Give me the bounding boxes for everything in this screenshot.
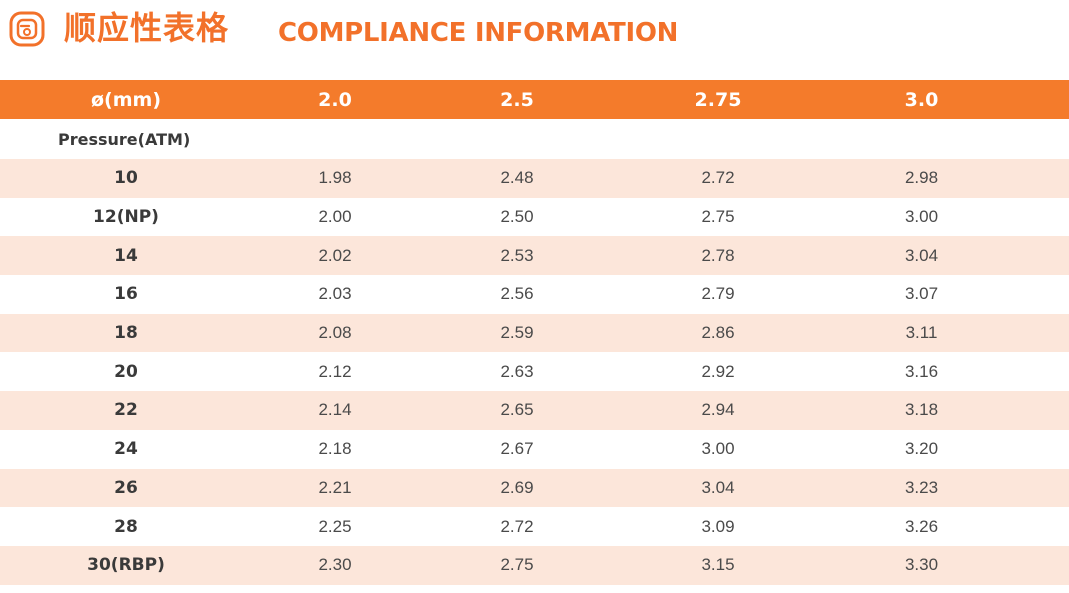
diameter-value-cell: 2.72 <box>701 168 735 188</box>
table-row: 24 2.18 2.67 3.00 3.20 <box>0 430 1069 469</box>
diameter-value-cell: 3.23 <box>904 477 939 497</box>
diameter-value-cell: 2.67 <box>500 439 534 459</box>
diameter-value-cell: 3.04 <box>701 477 735 497</box>
diameter-value-cell: 3.04 <box>904 245 939 265</box>
balloon-catheter-icon <box>9 11 45 47</box>
diameter-value-cell: 2.21 <box>318 477 352 497</box>
page-header: 顺应性表格 COMPLIANCE INFORMATION <box>0 0 1069 64</box>
page-title-english: COMPLIANCE INFORMATION <box>278 18 679 48</box>
diameter-value-cell: 3.30 <box>904 555 939 575</box>
diameter-value-cell: 2.30 <box>318 555 352 575</box>
diameter-value-cell: 3.09 <box>701 516 735 536</box>
diameter-value-cell: 2.18 <box>318 439 352 459</box>
diameter-value-cell: 3.15 <box>701 555 735 575</box>
diameter-header: ø(mm) <box>90 88 162 111</box>
diameter-value-cell: 2.78 <box>701 245 735 265</box>
pressure-subheader-row: Pressure(ATM) <box>0 119 1069 159</box>
diameter-value-cell: 3.07 <box>904 284 939 304</box>
diameter-value-cell: 2.48 <box>500 168 534 188</box>
pressure-unit-label: Pressure(ATM) <box>58 129 191 149</box>
diameter-value-cell: 2.56 <box>500 284 534 304</box>
diameter-value-cell: 2.72 <box>500 516 534 536</box>
pressure-cell: 14 <box>114 245 138 266</box>
diameter-value-cell: 2.08 <box>318 323 352 343</box>
diameter-value-cell: 2.53 <box>500 245 534 265</box>
table-row: 22 2.14 2.65 2.94 3.18 <box>0 391 1069 430</box>
diameter-value-cell: 2.02 <box>318 245 352 265</box>
page-title-chinese: 顺应性表格 <box>64 9 230 47</box>
pressure-cell: 28 <box>114 516 138 537</box>
table-header-row: ø(mm) 2.0 2.5 2.75 3.0 <box>0 80 1069 119</box>
table-row: 30(RBP) 2.30 2.75 3.15 3.30 <box>0 545 1069 585</box>
table-row: 20 2.12 2.63 2.92 3.16 <box>0 352 1069 391</box>
diameter-value-cell: 3.18 <box>904 400 939 420</box>
diameter-value-cell: 2.65 <box>500 400 534 420</box>
pressure-cell: 20 <box>114 361 138 382</box>
diameter-value-cell: 2.92 <box>701 361 735 381</box>
diameter-value-cell: 2.69 <box>500 477 534 497</box>
diameter-column-header: 2.75 <box>694 88 742 111</box>
diameter-value-cell: 2.14 <box>318 400 352 420</box>
table-row: 12(NP) 2.00 2.50 2.75 3.00 <box>0 198 1069 237</box>
diameter-value-cell: 2.75 <box>500 555 534 575</box>
diameter-value-cell: 2.98 <box>904 168 939 188</box>
diameter-value-cell: 2.79 <box>701 284 735 304</box>
diameter-value-cell: 3.16 <box>904 361 939 381</box>
table-row: 16 2.03 2.56 2.79 3.07 <box>0 275 1069 314</box>
diameter-value-cell: 2.86 <box>701 323 735 343</box>
pressure-cell: 18 <box>114 323 138 344</box>
diameter-value-cell: 2.00 <box>318 207 352 227</box>
table-row: 14 2.02 2.53 2.78 3.04 <box>0 236 1069 276</box>
table-row: 18 2.08 2.59 2.86 3.11 <box>0 313 1069 353</box>
diameter-value-cell: 2.12 <box>318 361 352 381</box>
pressure-cell: 26 <box>114 477 138 498</box>
diameter-value-cell: 1.98 <box>318 168 352 188</box>
diameter-value-cell: 2.63 <box>500 361 534 381</box>
diameter-value-cell: 3.00 <box>701 439 735 459</box>
pressure-cell: 24 <box>114 439 138 460</box>
diameter-value-cell: 2.03 <box>318 284 352 304</box>
diameter-column-header: 2.0 <box>318 88 352 111</box>
pressure-cell: 16 <box>114 284 138 305</box>
diameter-value-cell: 2.50 <box>500 207 534 227</box>
diameter-value-cell: 2.59 <box>500 323 534 343</box>
diameter-value-cell: 3.11 <box>905 323 938 343</box>
table-row: 10 1.98 2.48 2.72 2.98 <box>0 159 1069 198</box>
diameter-column-header: 3.0 <box>904 88 939 111</box>
table-body: 10 1.98 2.48 2.72 2.98 12(NP) 2.00 2.50 2.75 3.00… <box>0 159 1069 585</box>
pressure-cell: 12(NP) <box>93 207 159 228</box>
diameter-value-cell: 2.75 <box>701 207 735 227</box>
pressure-cell: 22 <box>114 400 138 421</box>
table-row: 28 2.25 2.72 3.09 3.26 <box>0 507 1069 546</box>
table-row: 26 2.21 2.69 3.04 3.23 <box>0 468 1069 508</box>
diameter-value-cell: 3.00 <box>904 207 939 227</box>
diameter-value-cell: 3.20 <box>904 439 939 459</box>
diameter-value-cell: 2.94 <box>701 400 735 420</box>
pressure-cell: 30(RBP) <box>87 555 165 576</box>
compliance-table: ø(mm) 2.0 2.5 2.75 3.0 Pressure(ATM) 10 1… <box>0 80 1069 585</box>
diameter-column-header: 2.5 <box>500 88 534 111</box>
diameter-value-cell: 2.25 <box>318 516 352 536</box>
pressure-cell: 10 <box>114 168 138 189</box>
diameter-value-cell: 3.26 <box>904 516 939 536</box>
